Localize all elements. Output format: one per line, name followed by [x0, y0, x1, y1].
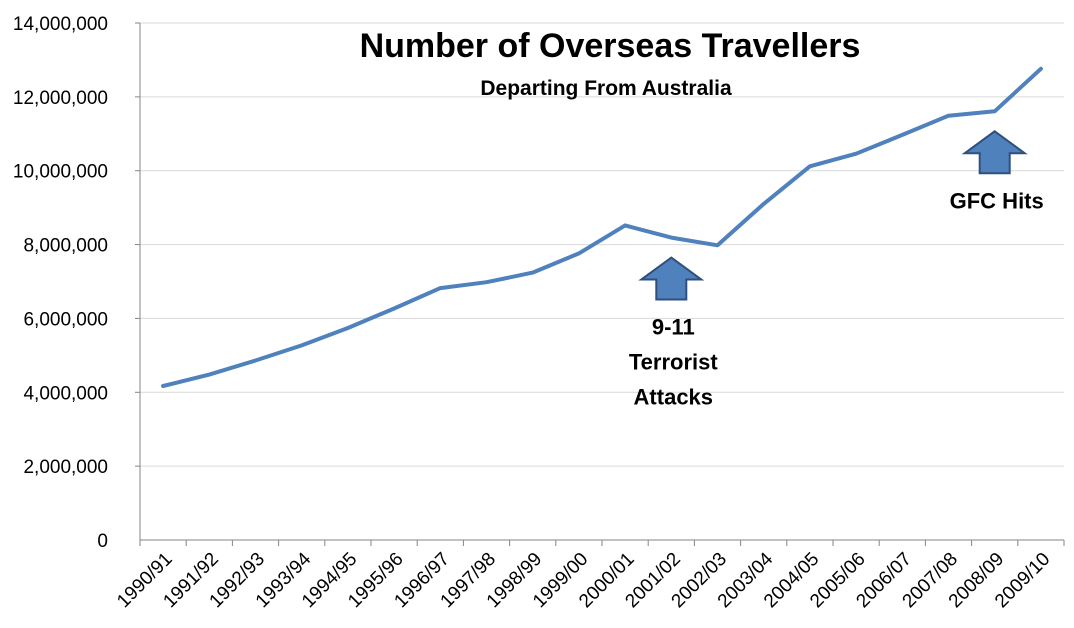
series-lines — [161, 66, 1043, 388]
y-tick-label: 12,000,000 — [13, 88, 108, 109]
annotation-text: GFC Hits — [950, 188, 1044, 213]
chart-title: Number of Overseas Travellers — [360, 27, 861, 65]
annotations: 9-11 Terrorist Attacks GFC Hits — [629, 130, 1044, 410]
y-tick-label: 14,000,000 — [13, 14, 108, 35]
y-tick-label: 8,000,000 — [23, 236, 108, 257]
y-axis-tick-labels: 0 2,000,000 4,000,000 6,000,000 8,000,000 10,… — [13, 14, 108, 552]
annotation-text: Attacks — [634, 385, 713, 410]
up-arrow-icon — [638, 256, 705, 301]
x-axis — [135, 22, 1065, 546]
annotation-text: Terrorist — [629, 350, 719, 375]
y-tick-label: 10,000,000 — [13, 162, 108, 183]
series-line — [161, 66, 1043, 388]
y-tick-label: 0 — [97, 531, 108, 552]
y-tick-label: 6,000,000 — [23, 309, 108, 330]
y-tick-label: 2,000,000 — [23, 457, 108, 478]
annotation-text: 9-11 — [652, 315, 695, 340]
chart-subtitle: Departing From Australia — [480, 77, 732, 100]
y-tick-label: 4,000,000 — [23, 383, 108, 404]
gridlines — [140, 22, 1064, 467]
x-axis-tick-labels: 1990/911991/921992/931993/941994/951995/… — [113, 548, 1054, 612]
up-arrow-icon — [961, 130, 1028, 175]
